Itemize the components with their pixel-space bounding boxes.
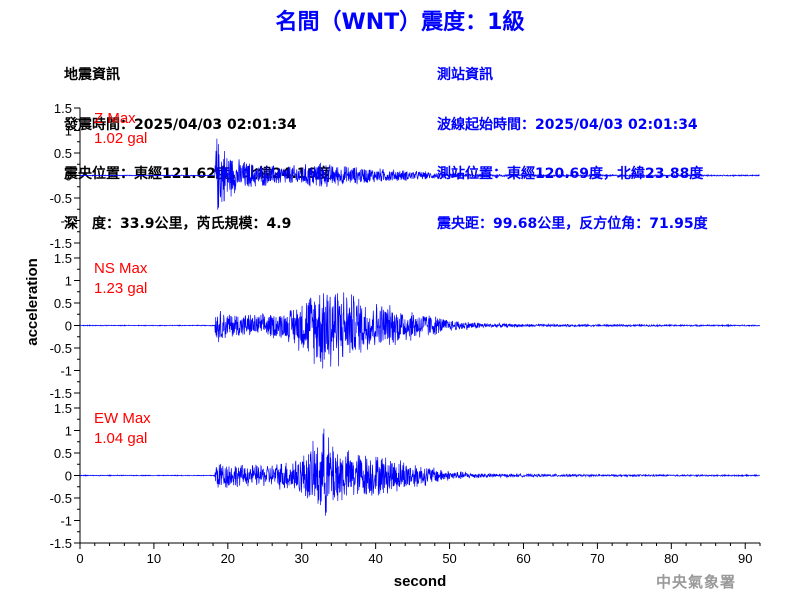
max-label-z: Z Max — [94, 110, 136, 127]
station-intensity-title: 名間（WNT）震度：1級 — [275, 10, 525, 35]
x-tick-label: 10 — [147, 551, 161, 566]
x-tick-label: 40 — [368, 551, 382, 566]
y-tick-label: 1.5 — [54, 251, 72, 266]
y-tick-label: 0 — [65, 169, 72, 184]
epicentral-distance: 震央距：99.68公里，反方位角：71.95度 — [437, 215, 708, 232]
y-tick-label: -1 — [60, 364, 72, 379]
y-tick-label: 0.5 — [54, 146, 72, 161]
x-tick-label: 0 — [76, 551, 83, 566]
x-axis-label: second — [394, 573, 447, 590]
max-value-ew: 1.04 gal — [94, 430, 147, 447]
y-tick-label: -1 — [60, 214, 72, 229]
depth-magnitude: 深 度：33.9公里，芮氏規模：4.9 — [64, 215, 292, 232]
y-tick-label: 1 — [65, 424, 72, 439]
x-tick-label: 90 — [738, 551, 752, 566]
agency-watermark: 中央氣象署 — [656, 573, 737, 591]
x-tick-label: 20 — [221, 551, 235, 566]
y-tick-label: 0 — [65, 469, 72, 484]
x-tick-label: 60 — [516, 551, 530, 566]
max-value-z: 1.02 gal — [94, 130, 147, 147]
y-tick-label: -1 — [60, 514, 72, 529]
y-tick-label: 1.5 — [54, 101, 72, 116]
y-tick-label: 0 — [65, 319, 72, 334]
station-info-block: 測站資訊 波線起始時間：2025/04/03 02:01:34 測站位置：東經1… — [437, 34, 708, 265]
origin-time: 發震時間：2025/04/03 02:01:34 — [64, 116, 297, 133]
max-label-ew: EW Max — [94, 410, 151, 427]
waveform-ew-trace — [79, 428, 760, 516]
x-tick-label: 70 — [590, 551, 604, 566]
x-tick-label: 80 — [664, 551, 678, 566]
y-tick-label: 1 — [65, 124, 72, 139]
y-tick-label: -0.5 — [50, 341, 72, 356]
station-location: 測站位置：東經120.69度，北緯23.88度 — [437, 166, 704, 182]
y-tick-label: -1.5 — [50, 236, 72, 251]
station-info-heading: 測站資訊 — [437, 67, 493, 83]
y-tick-label: 1.5 — [54, 401, 72, 416]
y-tick-label: -0.5 — [50, 191, 72, 206]
max-value-ns: 1.23 gal — [94, 280, 147, 297]
y-tick-label: -1.5 — [50, 536, 72, 551]
y-tick-label: 0.5 — [54, 446, 72, 461]
waveform-ns-trace — [79, 292, 761, 369]
wave-start-time: 波線起始時間：2025/04/03 02:01:34 — [437, 116, 698, 133]
y-tick-label: -1.5 — [50, 386, 72, 401]
y-tick-label: 0.5 — [54, 296, 72, 311]
y-axis-label: acceleration — [24, 258, 41, 346]
x-tick-label: 50 — [442, 551, 456, 566]
earthquake-info-heading: 地震資訊 — [64, 67, 120, 83]
max-label-ns: NS Max — [94, 260, 148, 277]
y-tick-label: 1 — [65, 274, 72, 289]
y-tick-label: -0.5 — [50, 491, 72, 506]
x-tick-label: 30 — [295, 551, 309, 566]
waveform-z-trace — [79, 138, 760, 210]
